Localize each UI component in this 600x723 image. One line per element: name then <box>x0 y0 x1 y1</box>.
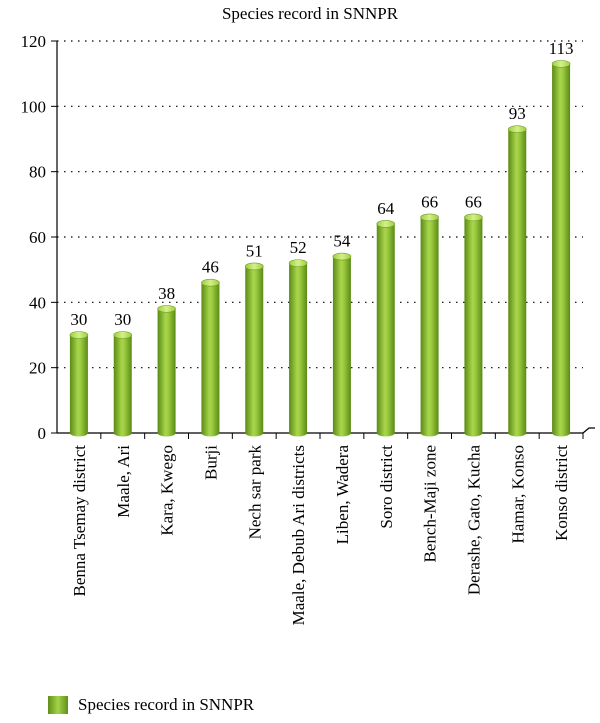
category-label: Burji <box>201 445 220 480</box>
bar-body <box>464 217 483 437</box>
bar <box>464 213 483 437</box>
bar-top <box>551 60 571 68</box>
bar-body <box>113 335 132 437</box>
y-tick-label: 120 <box>21 32 47 51</box>
data-label: 52 <box>290 238 307 257</box>
axes <box>51 40 595 439</box>
category-label: Liben, Wadera <box>333 445 352 545</box>
data-label: 51 <box>246 241 263 260</box>
data-label: 38 <box>158 284 175 303</box>
legend-label: Species record in SNNPR <box>78 695 255 714</box>
category-label: Konso district <box>552 445 571 541</box>
category-label: Soro district <box>377 445 396 529</box>
bar <box>420 213 439 437</box>
category-label: Benna Tsemay district <box>70 445 89 597</box>
bar-top <box>288 259 308 267</box>
bar-body <box>332 256 351 437</box>
data-label: 46 <box>202 258 219 277</box>
data-label: 54 <box>333 232 351 251</box>
y-tick-label: 60 <box>29 228 46 247</box>
legend: Species record in SNNPR <box>48 695 254 715</box>
category-label: Nech sar park <box>245 445 264 540</box>
bar-top <box>507 125 527 133</box>
y-tick-label: 0 <box>38 424 47 443</box>
bar-body <box>420 217 439 437</box>
y-tick-label: 20 <box>29 359 46 378</box>
bar <box>113 331 133 437</box>
chart-title: Species record in SNNPR <box>222 4 399 23</box>
bar <box>332 252 352 437</box>
category-label: Derashe, Gato, Kucha <box>464 445 483 596</box>
bar <box>201 278 220 437</box>
bar-top <box>464 213 483 222</box>
bar <box>288 259 308 437</box>
bar-body <box>201 282 220 437</box>
data-label: 113 <box>549 39 574 58</box>
y-tick-label: 100 <box>21 97 47 116</box>
bar-top <box>244 262 264 271</box>
bar-body <box>289 263 308 437</box>
bar-top <box>69 331 89 339</box>
bars <box>69 60 571 437</box>
bar-body <box>376 223 395 437</box>
bar <box>376 220 396 437</box>
data-label: 66 <box>465 192 482 211</box>
data-label: 30 <box>70 310 87 329</box>
category-label: Kara, Kwego <box>158 445 177 536</box>
category-label: Maale, Debub Ari districts <box>289 445 308 625</box>
bar-top <box>113 331 133 339</box>
category-label: Hamar, Konso <box>508 445 527 543</box>
bar-body <box>552 63 571 437</box>
bar <box>69 331 89 437</box>
y-tick-label: 80 <box>29 163 46 182</box>
bar <box>507 125 527 437</box>
category-label: Bench-Maji zone <box>421 445 440 563</box>
labels: 0 20 40 60 80 100 120 30 Benna Tsemay district 30… <box>21 32 574 625</box>
bar <box>157 305 176 437</box>
axis-break <box>582 427 595 434</box>
bar-top <box>376 220 396 228</box>
bar-body <box>508 129 527 437</box>
bar-top <box>201 278 220 287</box>
y-tick-label: 40 <box>29 293 46 312</box>
data-label: 64 <box>377 199 395 218</box>
legend-swatch <box>48 696 68 714</box>
data-label: 30 <box>114 310 131 329</box>
data-label: 66 <box>421 192 438 211</box>
category-label: Maale, Ari <box>114 445 133 518</box>
data-label: 93 <box>509 104 526 123</box>
bar <box>244 262 264 437</box>
bar-top <box>332 252 352 261</box>
bar <box>551 60 571 437</box>
bar-top <box>157 305 176 313</box>
grid-lines <box>57 40 583 369</box>
bar-top <box>420 213 439 222</box>
bar-body <box>69 335 88 437</box>
bar-chart: Species record in SNNPR 0 20 40 60 80 100 120 3… <box>21 4 595 625</box>
bar-body <box>157 308 176 437</box>
bar-body <box>245 266 264 437</box>
